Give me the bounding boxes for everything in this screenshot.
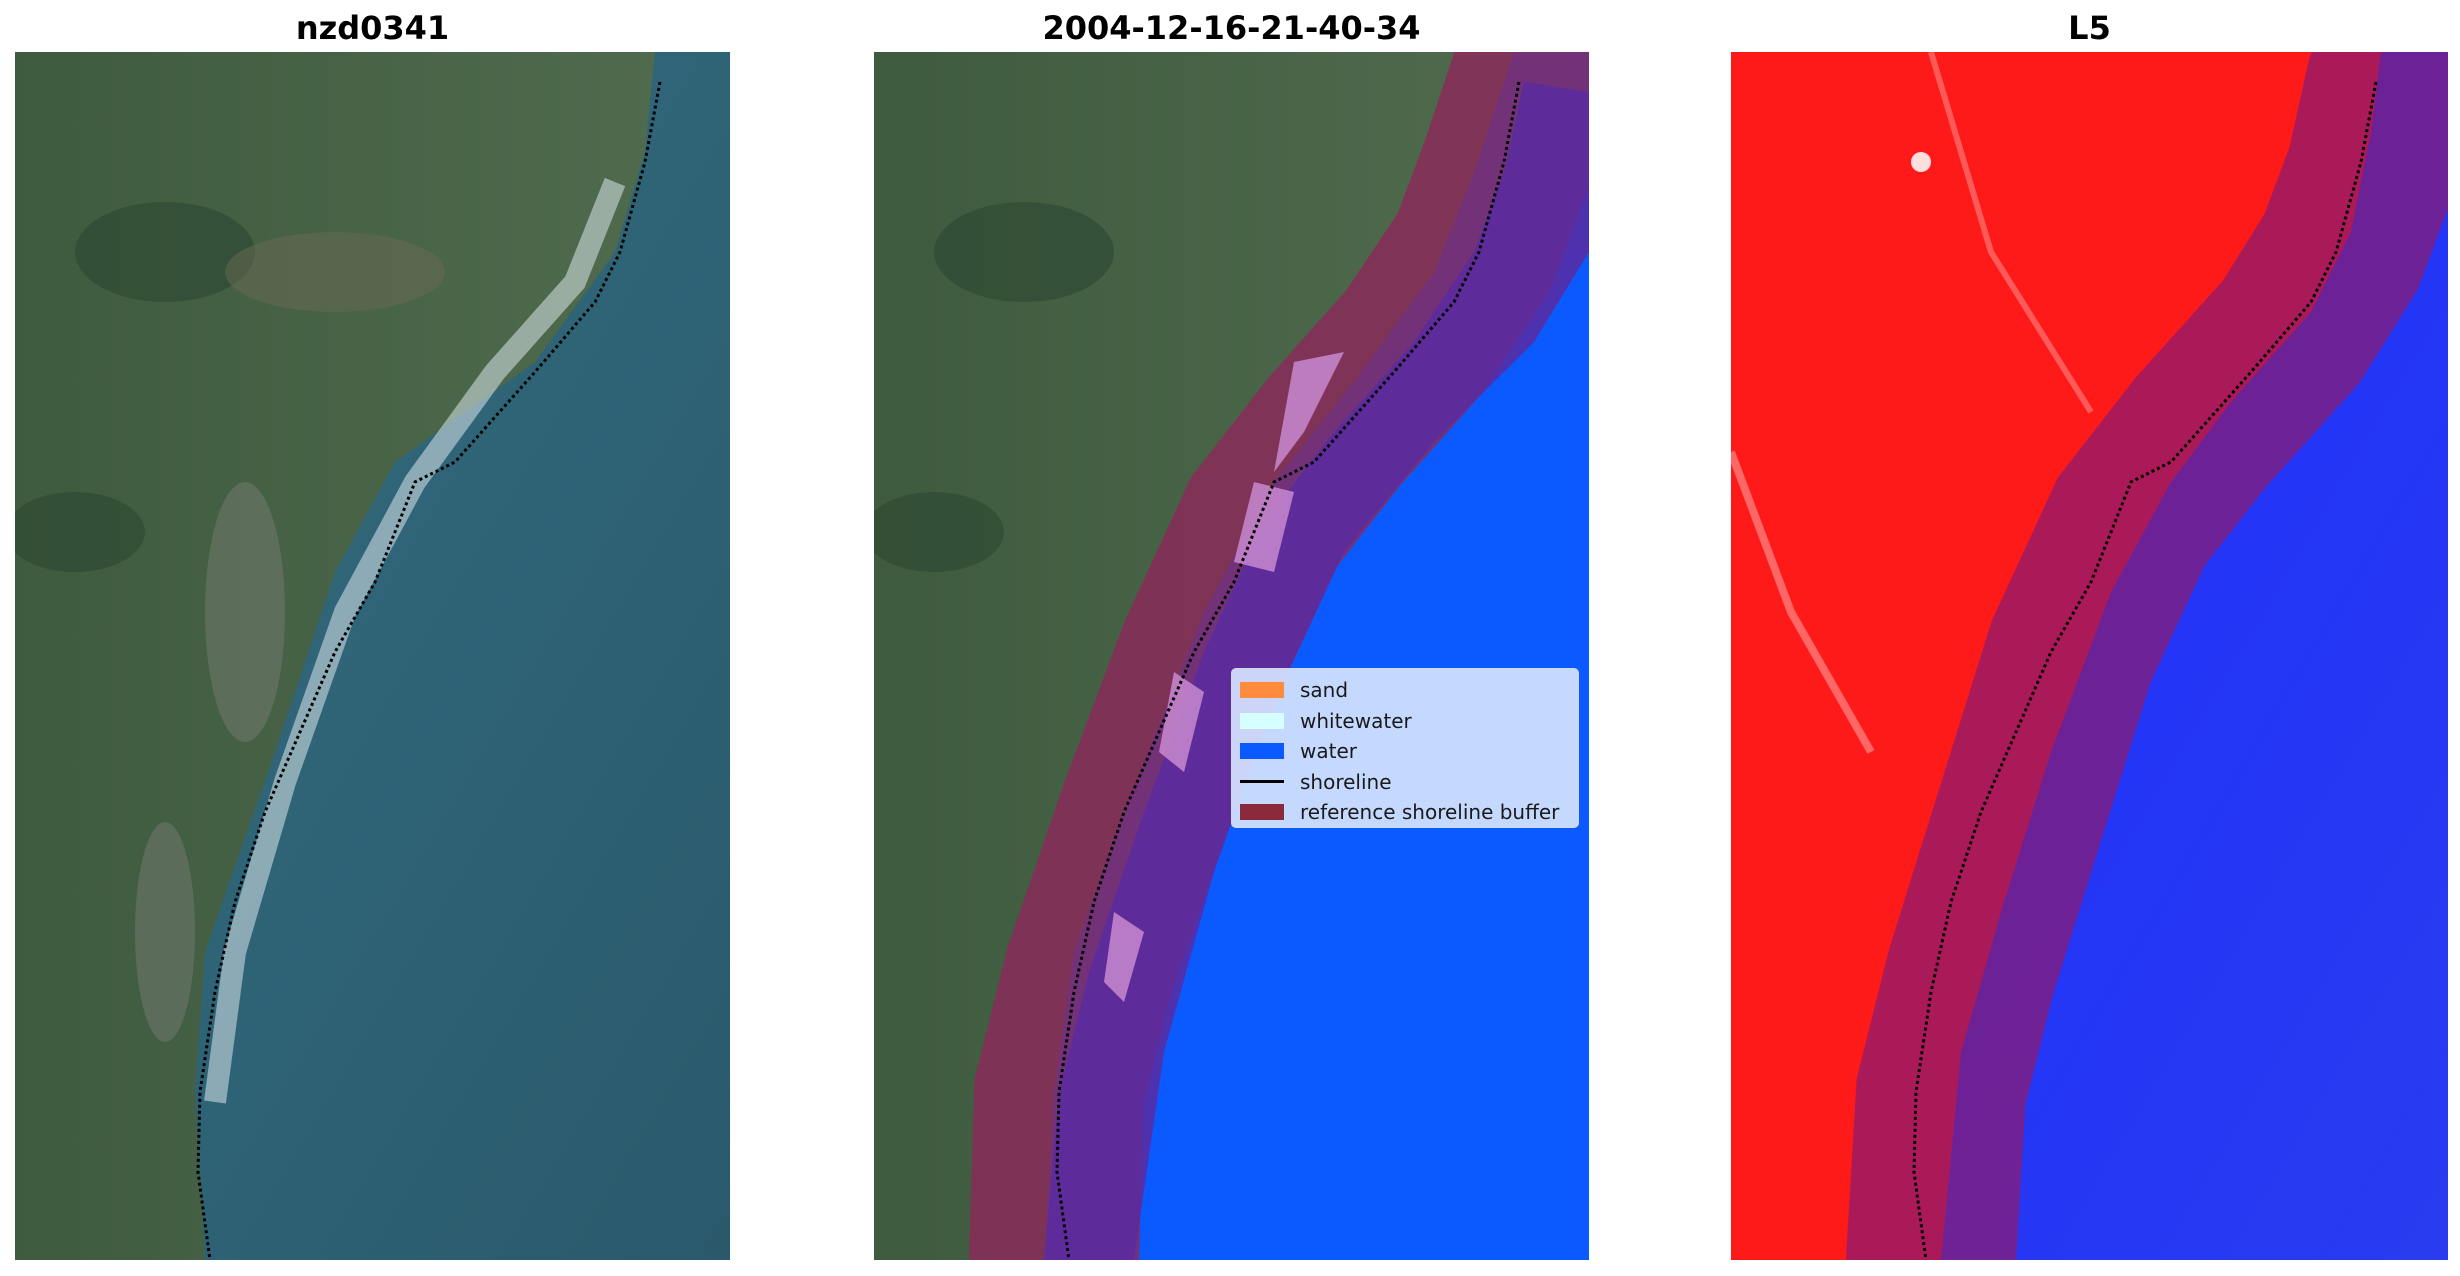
surf-zone: [204, 177, 626, 1104]
sand-swatch: [1240, 682, 1284, 699]
buffer-swatch: [1240, 804, 1284, 821]
whitewater-patches: [1104, 352, 1344, 1002]
legend-label: reference shoreline buffer: [1300, 800, 1560, 825]
shoreline: [1055, 81, 1521, 1260]
legend-item-whitewater: whitewater: [1240, 706, 1578, 737]
legend-item-shoreline: shoreline: [1240, 767, 1578, 798]
shoreline: [196, 81, 662, 1260]
legend-item-buffer: reference shoreline buffer: [1240, 797, 1578, 828]
land-area: [15, 52, 655, 1260]
legend-item-sand: sand: [1240, 675, 1578, 706]
whitewater-swatch: [1240, 712, 1284, 729]
water-in-buffer: [1044, 82, 1589, 1260]
index-image: [1731, 52, 2448, 1260]
legend-label: sand: [1300, 678, 1349, 703]
water-swatch: [1240, 743, 1284, 760]
panel-title-classification: 2004-12-16-21-40-34: [1042, 9, 1421, 47]
reference-shoreline-buffer: [1846, 52, 2448, 1260]
legend-label: water: [1300, 739, 1357, 764]
shoreline-line-swatch: [1240, 780, 1284, 784]
legend-item-water: water: [1240, 736, 1578, 767]
legend: sand whitewater water shoreline referenc…: [1231, 668, 1579, 828]
panel-title-index: L5: [2068, 9, 2111, 47]
rgb-satellite-image: [15, 52, 730, 1260]
legend-label: whitewater: [1300, 708, 1412, 733]
panel-title-rgb: nzd0341: [295, 9, 450, 47]
shoreline: [1912, 81, 2378, 1260]
legend-label: shoreline: [1300, 769, 1392, 794]
classification-image: [874, 52, 1589, 1260]
